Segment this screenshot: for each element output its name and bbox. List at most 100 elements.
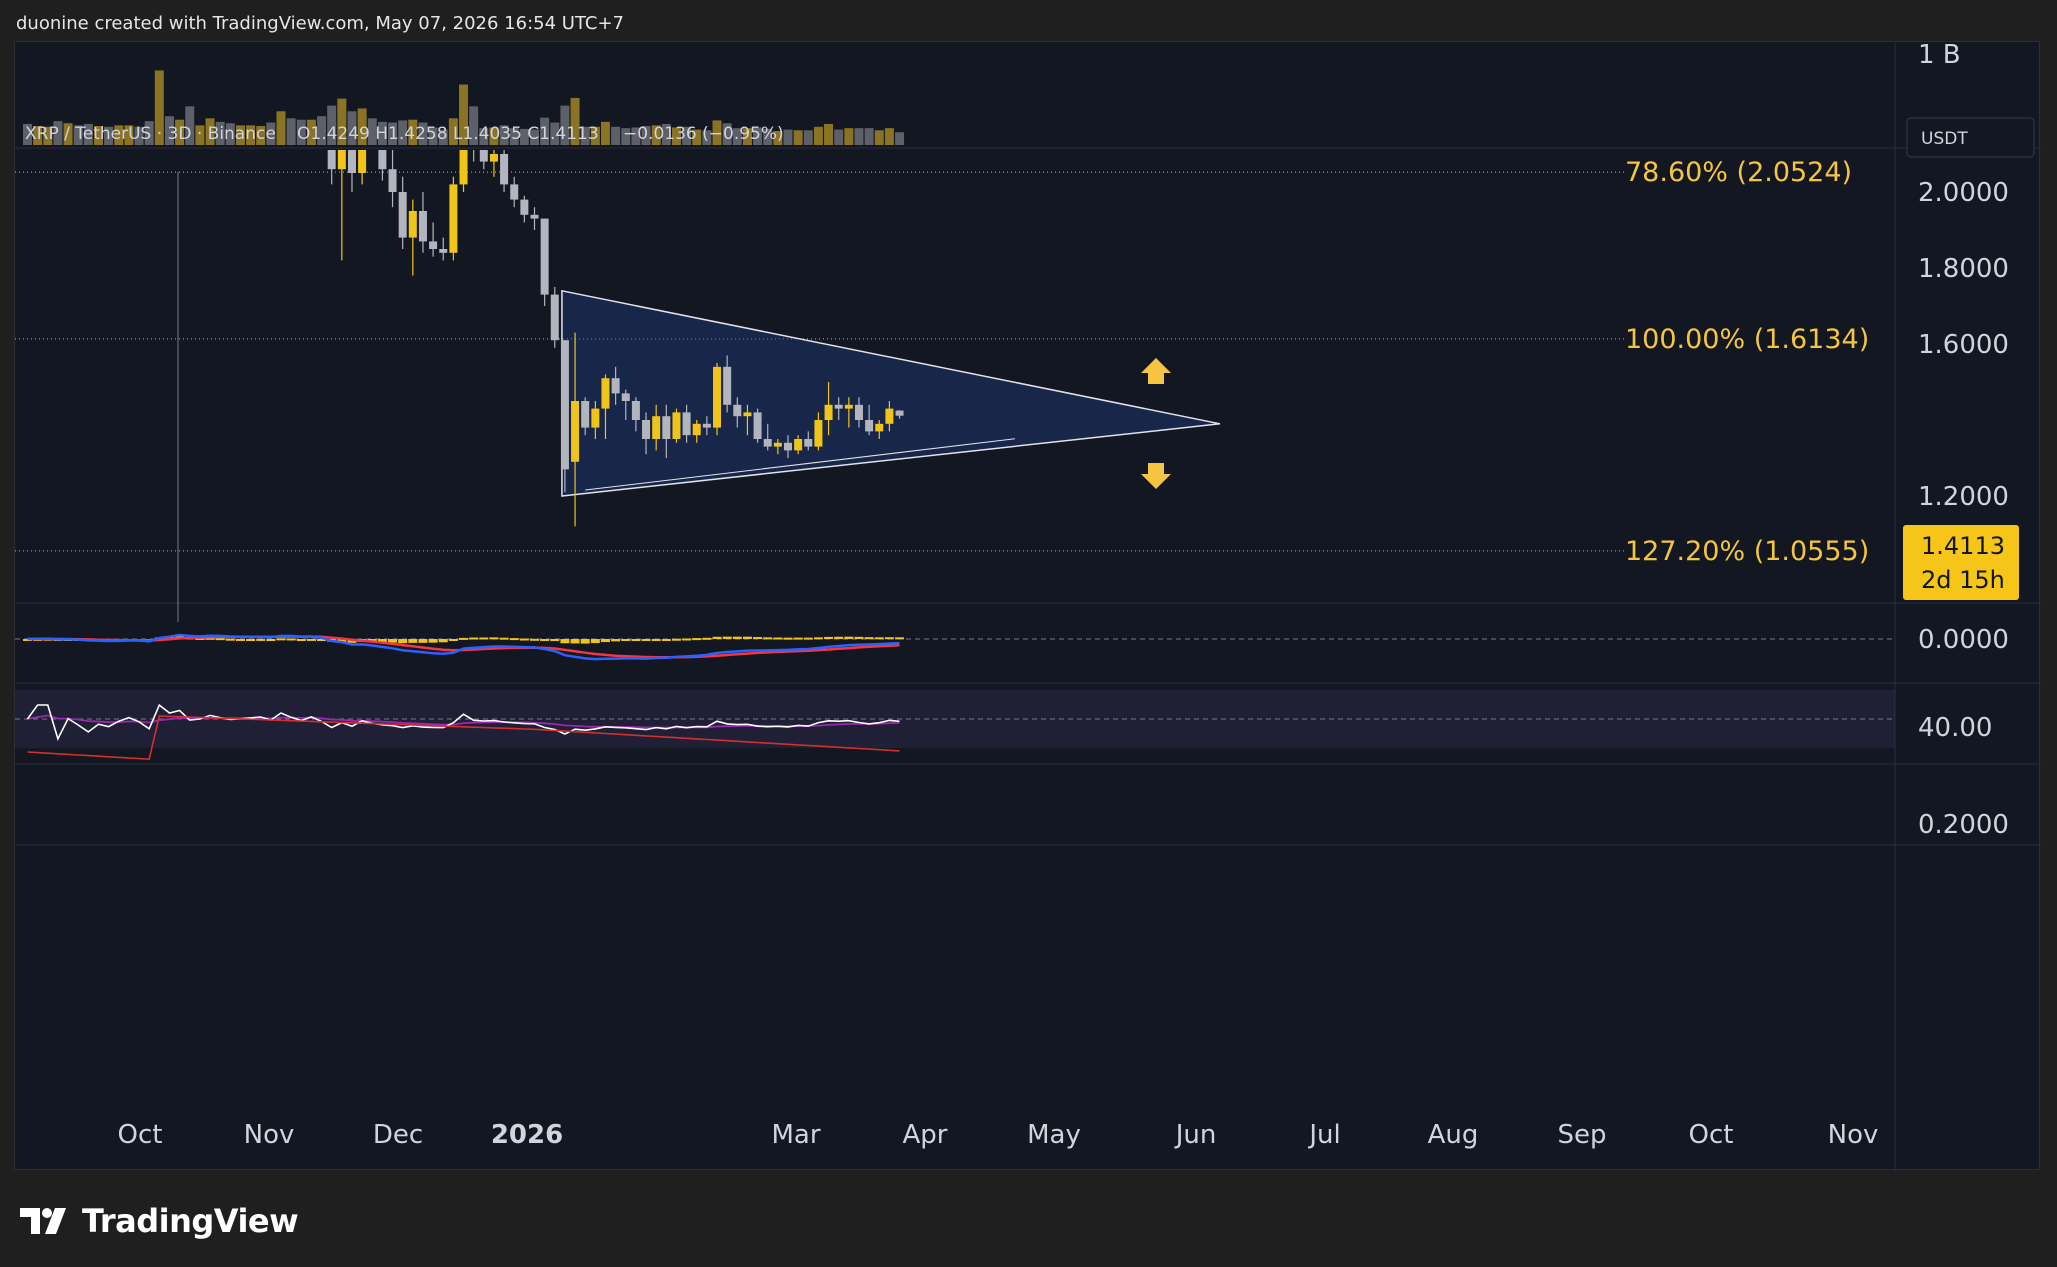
volume-bar: [611, 126, 621, 145]
candle-body: [865, 420, 874, 432]
volume-scale-label: 1 B: [1918, 42, 1961, 70]
candle-body: [713, 366, 722, 428]
up-arrow-icon[interactable]: [1141, 358, 1171, 384]
macd-histogram-bar: [834, 636, 844, 639]
volume-bar: [479, 128, 489, 145]
triangle-shape[interactable]: [561, 289, 1221, 497]
volume-bar: [418, 122, 428, 145]
volume-bar: [550, 122, 560, 145]
candle-body: [560, 340, 569, 470]
volume-bar: [803, 130, 813, 145]
volume-bar: [651, 125, 661, 145]
rsi-pane: [26, 703, 900, 742]
volume-bar: [895, 132, 905, 145]
candle-body: [672, 412, 681, 439]
macd-histogram-bar: [550, 639, 560, 642]
macd-histogram-bar: [803, 637, 813, 640]
macd-histogram-bar: [418, 639, 428, 643]
fib-label-0: 78.60% (2.0524): [1625, 157, 1852, 188]
currency-button[interactable]: USDT: [1906, 117, 2035, 158]
candle-body: [692, 423, 701, 436]
volume-bar: [773, 130, 783, 145]
volume-bar: [185, 106, 195, 145]
candle-body: [814, 420, 823, 447]
time-tick-label: Oct: [1689, 1120, 1734, 1150]
fib-label-1: 100.00% (1.6134): [1625, 324, 1869, 355]
time-tick-label: Mar: [771, 1120, 820, 1150]
volume-bar: [671, 127, 681, 145]
price-tick-label: 1.2000: [1918, 482, 2009, 512]
candle-body: [854, 404, 863, 420]
candle-body: [753, 412, 762, 439]
time-axis[interactable]: Oct Nov Dec 2026 Mar Apr May Jun Jul Aug Sep Oct Nov: [118, 1120, 1879, 1150]
macd-histogram-bar: [540, 639, 550, 641]
macd-histogram-bar: [519, 638, 529, 641]
candle-body: [784, 442, 792, 451]
macd-histogram-bar: [773, 637, 783, 640]
candle-body: [550, 294, 559, 341]
volume-bar: [134, 126, 144, 145]
volume-bar: [793, 130, 803, 145]
volume-bar: [225, 123, 235, 145]
macd-histogram-bar: [337, 639, 347, 642]
macd-histogram-bar: [286, 638, 296, 641]
macd-histogram-bar: [732, 636, 742, 639]
volume-bar: [144, 121, 154, 145]
volume-bar: [53, 121, 63, 145]
volume-bar: [63, 123, 73, 145]
candle-body: [337, 150, 346, 170]
macd-histogram-bar: [235, 638, 245, 641]
volume-bar: [590, 126, 600, 145]
macd-histogram-bar: [215, 638, 225, 641]
macd-histogram-bar: [753, 637, 763, 640]
macd-histogram-bar: [742, 636, 752, 639]
candle-body: [875, 423, 884, 432]
tradingview-logo-icon[interactable]: [20, 1206, 72, 1236]
volume-bar: [104, 126, 114, 145]
price-tick-label: 1.8000: [1918, 254, 2009, 284]
candle-body: [834, 404, 843, 409]
candle-body: [591, 408, 600, 428]
macd-histogram-bar: [388, 639, 398, 643]
price-tick-label: 1.6000: [1918, 330, 2009, 360]
legend-ohlc: O1.4249 H1.4258 L1.4035 C1.4113: [297, 124, 599, 144]
triangle-pattern[interactable]: [561, 289, 1221, 497]
macd-histogram-bar: [621, 639, 631, 641]
down-arrow-icon[interactable]: [1141, 463, 1171, 489]
time-tick-label: Jun: [1174, 1120, 1217, 1150]
bottom-indicator-line: [27, 715, 900, 761]
volume-bar: [357, 108, 367, 145]
volume-bar: [438, 129, 448, 145]
candle-body: [601, 378, 610, 409]
volume-bar: [763, 128, 773, 145]
legend-change: −0.0136 (−0.95%): [623, 124, 784, 144]
macd-histogram-bar: [874, 637, 884, 640]
candle-body: [581, 401, 590, 428]
volume-bar: [337, 98, 347, 145]
candle-body: [479, 150, 488, 162]
candle-body: [347, 150, 356, 173]
candle-body: [743, 412, 752, 417]
chart-caption: duonine created with TradingView.com, Ma…: [16, 13, 624, 34]
candle-body: [408, 211, 417, 238]
macd-axis-label: 0.0000: [1918, 625, 2009, 655]
candle-body: [662, 416, 671, 439]
macd-histogram-bar: [813, 637, 823, 640]
candle-body: [530, 214, 539, 219]
volume-bar: [215, 121, 225, 145]
macd-histogram-bar: [651, 639, 661, 641]
macd-histogram-bar: [763, 637, 773, 640]
support-trendline[interactable]: [585, 438, 1016, 491]
candle-body: [571, 401, 580, 462]
volume-bar: [408, 119, 418, 145]
bottom-indicator-pane: [27, 715, 900, 761]
macd-line: [27, 633, 900, 661]
volume-bar: [702, 130, 712, 145]
volume-bar: [600, 121, 610, 145]
volume-bar: [469, 106, 479, 145]
time-tick-label: Apr: [903, 1120, 948, 1150]
volume-bar: [205, 118, 215, 145]
macd-histogram-bar: [600, 639, 610, 643]
volume-bar: [530, 129, 539, 145]
volume-bar: [164, 116, 174, 145]
